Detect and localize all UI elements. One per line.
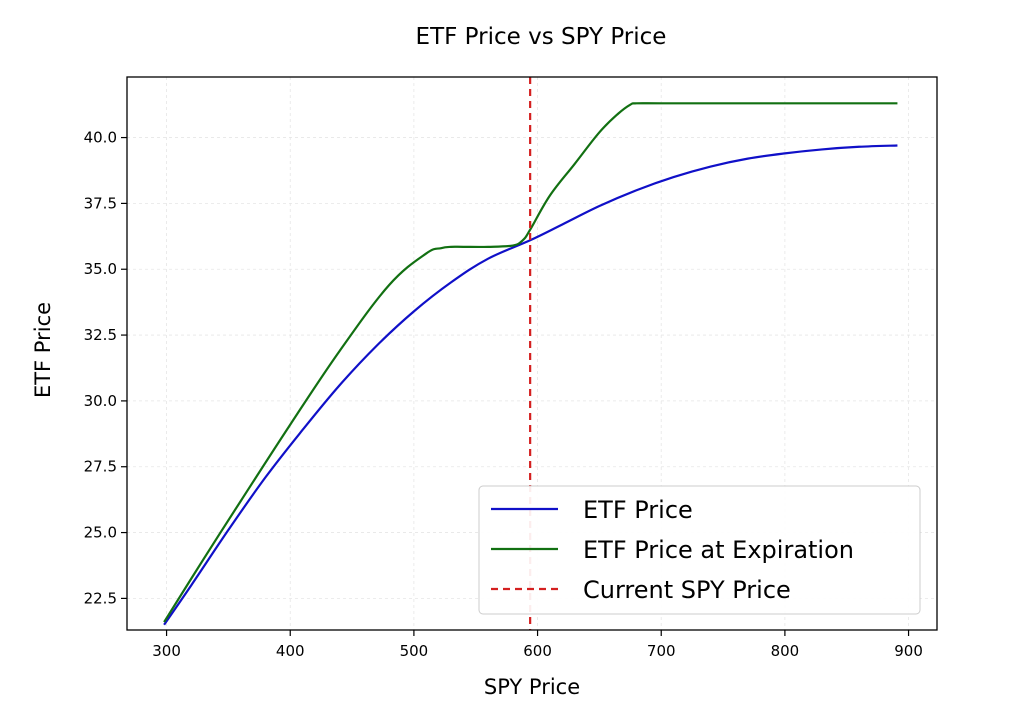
y-tick-label: 30.0 — [84, 392, 117, 410]
y-tick-label: 25.0 — [84, 524, 117, 542]
tick-layer: 300 400 500 600 700 800 900 22.5 25.0 27.5 30.0 32.… — [84, 129, 923, 660]
legend-box — [478, 485, 921, 615]
x-tick-label: 600 — [523, 642, 552, 660]
x-tick-label: 400 — [276, 642, 305, 660]
legend: ETF Price ETF Price at Expiration Curren… — [478, 485, 921, 615]
x-tick-label: 800 — [771, 642, 800, 660]
series-line-etf-price — [163, 144, 898, 626]
x-tick-label: 500 — [400, 642, 429, 660]
y-tick-label: 40.0 — [84, 129, 117, 147]
legend-label-current-spy-price: Current SPY Price — [583, 576, 791, 604]
plot-frame — [126, 76, 938, 631]
x-tick-label: 300 — [152, 642, 181, 660]
y-tick-label: 32.5 — [84, 326, 117, 344]
legend-label-etf-price: ETF Price — [583, 496, 693, 524]
x-tick-label: 900 — [894, 642, 923, 660]
y-tick-label: 27.5 — [84, 458, 117, 476]
chart-title: ETF Price vs SPY Price — [416, 24, 667, 50]
y-tick-label: 35.0 — [84, 260, 117, 278]
y-tick-label: 22.5 — [84, 589, 117, 607]
y-axis-label: ETF Price — [31, 302, 55, 398]
legend-label-etf-price-at-expiration: ETF Price at Expiration — [583, 536, 854, 564]
y-tick-label: 37.5 — [84, 194, 117, 212]
x-axis-label: SPY Price — [484, 675, 580, 699]
x-tick-label: 700 — [647, 642, 676, 660]
series-line-etf-price-at-expiration — [163, 102, 898, 623]
